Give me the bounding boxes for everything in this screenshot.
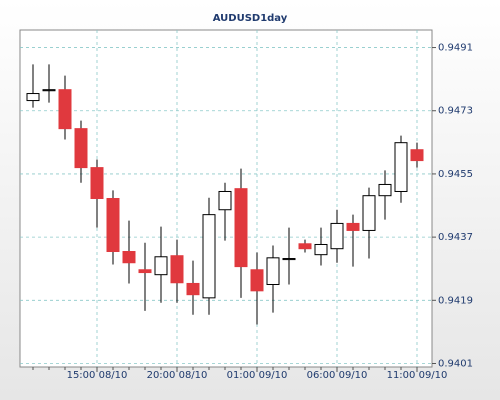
candle-body (186, 282, 200, 296)
candle-body (346, 222, 360, 231)
candle-body (330, 222, 344, 250)
chart-title: AUDUSD1day (213, 13, 288, 24)
y-tick-label: 0.9437 (438, 232, 473, 243)
y-tick-label: 0.9455 (438, 169, 473, 180)
candle-body (170, 255, 184, 284)
candle-body (234, 188, 248, 268)
candle-body (410, 149, 424, 162)
candle-body (58, 89, 72, 130)
candle-body (282, 258, 296, 261)
candle-body (74, 128, 88, 169)
candle-body (250, 269, 264, 292)
candle-body (138, 269, 152, 274)
y-tick-label: 0.9419 (438, 295, 473, 306)
x-tick-label: 20:00 08/10 (147, 370, 208, 381)
candle-body (42, 89, 56, 92)
candle-body (362, 195, 376, 231)
candle-body (26, 93, 40, 102)
x-tick-label: 11:00 09/10 (387, 370, 448, 381)
x-tick-label: 06:00 09/10 (307, 370, 368, 381)
x-tick-label: 01:00 09/10 (227, 370, 288, 381)
candle-body (314, 243, 328, 256)
candle-body (298, 243, 312, 250)
candle-body (106, 198, 120, 253)
candle-body (202, 214, 216, 299)
candle-body (394, 142, 408, 192)
candle-body (154, 256, 168, 276)
candle-body (218, 190, 232, 211)
candle-body (266, 257, 280, 286)
candle-body (122, 251, 136, 264)
x-tick-label: 15:00 08/10 (67, 370, 128, 381)
y-tick-label: 0.9473 (438, 106, 473, 117)
candle-body (90, 167, 104, 200)
candle-body (378, 183, 392, 197)
y-tick-label: 0.9401 (438, 358, 473, 369)
y-tick-label: 0.9491 (438, 43, 473, 54)
